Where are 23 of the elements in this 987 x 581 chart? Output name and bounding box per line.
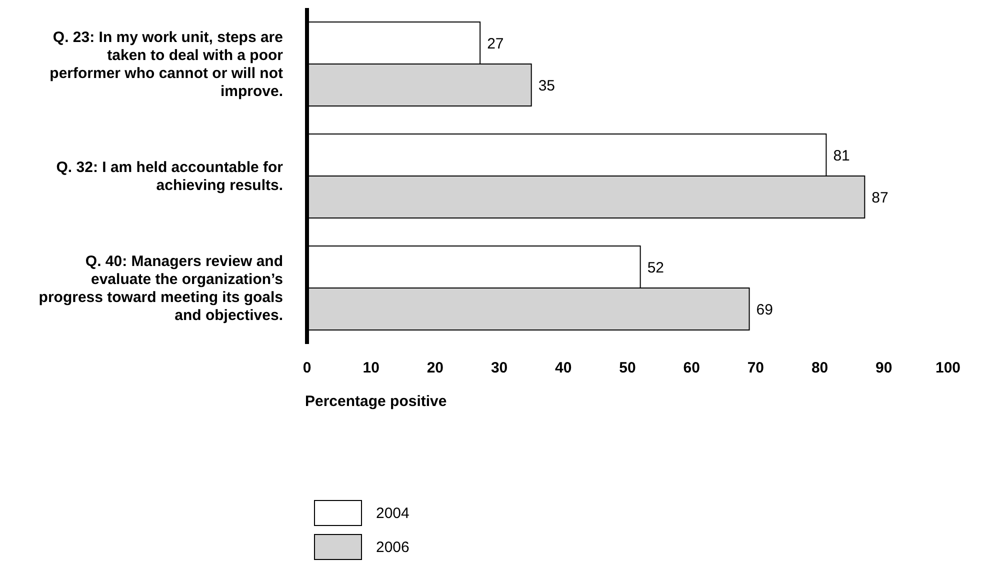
y-tick-label: Q. 40: Managers review and evaluate the organization’s progress toward meeting its goals and objectives. [38,252,283,324]
x-tick-label: 10 [362,360,380,377]
y-tick-label: Q. 23: In my work unit, steps are taken to deal with a poor performer who cannot or will not improve. [50,28,284,100]
data-label: 35 [538,77,556,94]
y-tick-label: Q. 32: I am held accountable for achieving results. [56,158,284,194]
x-axis-title: Percentage positive [305,393,447,410]
data-label: 52 [647,259,664,276]
legend-label: 2006 [376,538,410,556]
data-label: 69 [756,301,773,318]
x-tick-label: 20 [426,360,444,377]
data-label: 81 [833,147,850,164]
x-tick-label: 30 [490,360,508,377]
x-tick-label: 80 [811,360,828,377]
data-label: 27 [487,35,504,52]
data-label: 87 [872,189,888,206]
x-tick-label: 90 [876,360,892,377]
x-tick-label: 60 [683,360,700,377]
x-tick-label: 50 [619,360,636,377]
x-tick-label: 70 [747,360,764,377]
x-tick-label: 40 [555,360,572,377]
x-tick-label: 0 [302,360,312,377]
legend-label: 2004 [376,504,410,522]
x-tick-label: 100 [935,360,961,377]
